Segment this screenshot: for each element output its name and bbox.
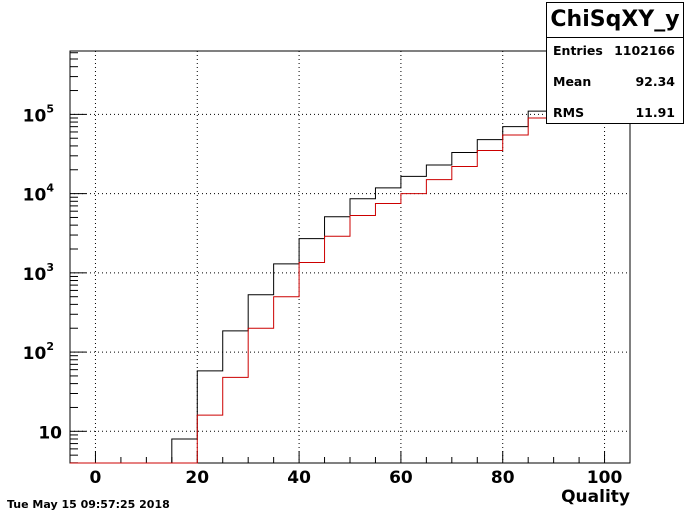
y-tick-label: 104 [23,182,55,206]
stats-label: Entries [553,43,603,58]
x-tick-label: 0 [90,468,102,488]
histogram-series-0 [70,72,630,464]
stats-label: Mean [553,74,592,89]
stats-value: 92.34 [635,74,675,89]
stats-value: 11.91 [635,105,675,120]
y-tick-label: 10 [38,423,62,443]
y-tick-label: 102 [23,340,54,364]
x-tick-label: 40 [287,468,311,488]
x-tick-label: 20 [185,468,209,488]
stats-row-mean: Mean 92.34 [553,72,675,92]
series-layer [70,72,630,464]
tick-labels: 0 20 40 60 80 100 10 102 103 104 105 [23,102,623,488]
axis-ticks [69,52,631,464]
x-axis-title: Quality [561,487,630,507]
stats-box: ChiSqXY_y Entries 1102166 Mean 92.34 RMS… [546,2,684,124]
histogram-series-1 [70,72,630,464]
y-tick-label: 103 [23,261,54,285]
x-tick-label: 60 [389,468,413,488]
x-tick-label: 100 [587,468,623,488]
x-tick-label: 80 [491,468,515,488]
y-tick-label: 105 [23,102,54,126]
stats-label: RMS [553,105,585,120]
stats-value: 1102166 [614,43,675,58]
stats-row-entries: Entries 1102166 [553,41,675,61]
stats-row-rms: RMS 11.91 [553,103,675,123]
timestamp: Tue May 15 09:57:25 2018 [7,498,170,511]
stats-title: ChiSqXY_y [547,3,683,38]
